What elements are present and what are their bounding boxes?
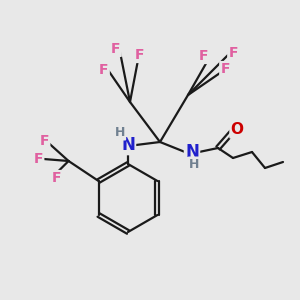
Text: F: F	[228, 46, 238, 60]
Text: O: O	[230, 122, 244, 137]
Text: N: N	[185, 143, 199, 161]
Text: F: F	[199, 49, 209, 63]
Text: F: F	[135, 48, 145, 62]
Text: F: F	[99, 63, 109, 77]
Text: H: H	[189, 158, 199, 170]
Text: F: F	[40, 134, 49, 148]
Text: F: F	[220, 62, 230, 76]
Text: F: F	[52, 171, 61, 185]
Text: F: F	[111, 42, 121, 56]
Text: N: N	[121, 136, 135, 154]
Text: F: F	[34, 152, 43, 166]
Text: H: H	[115, 127, 125, 140]
